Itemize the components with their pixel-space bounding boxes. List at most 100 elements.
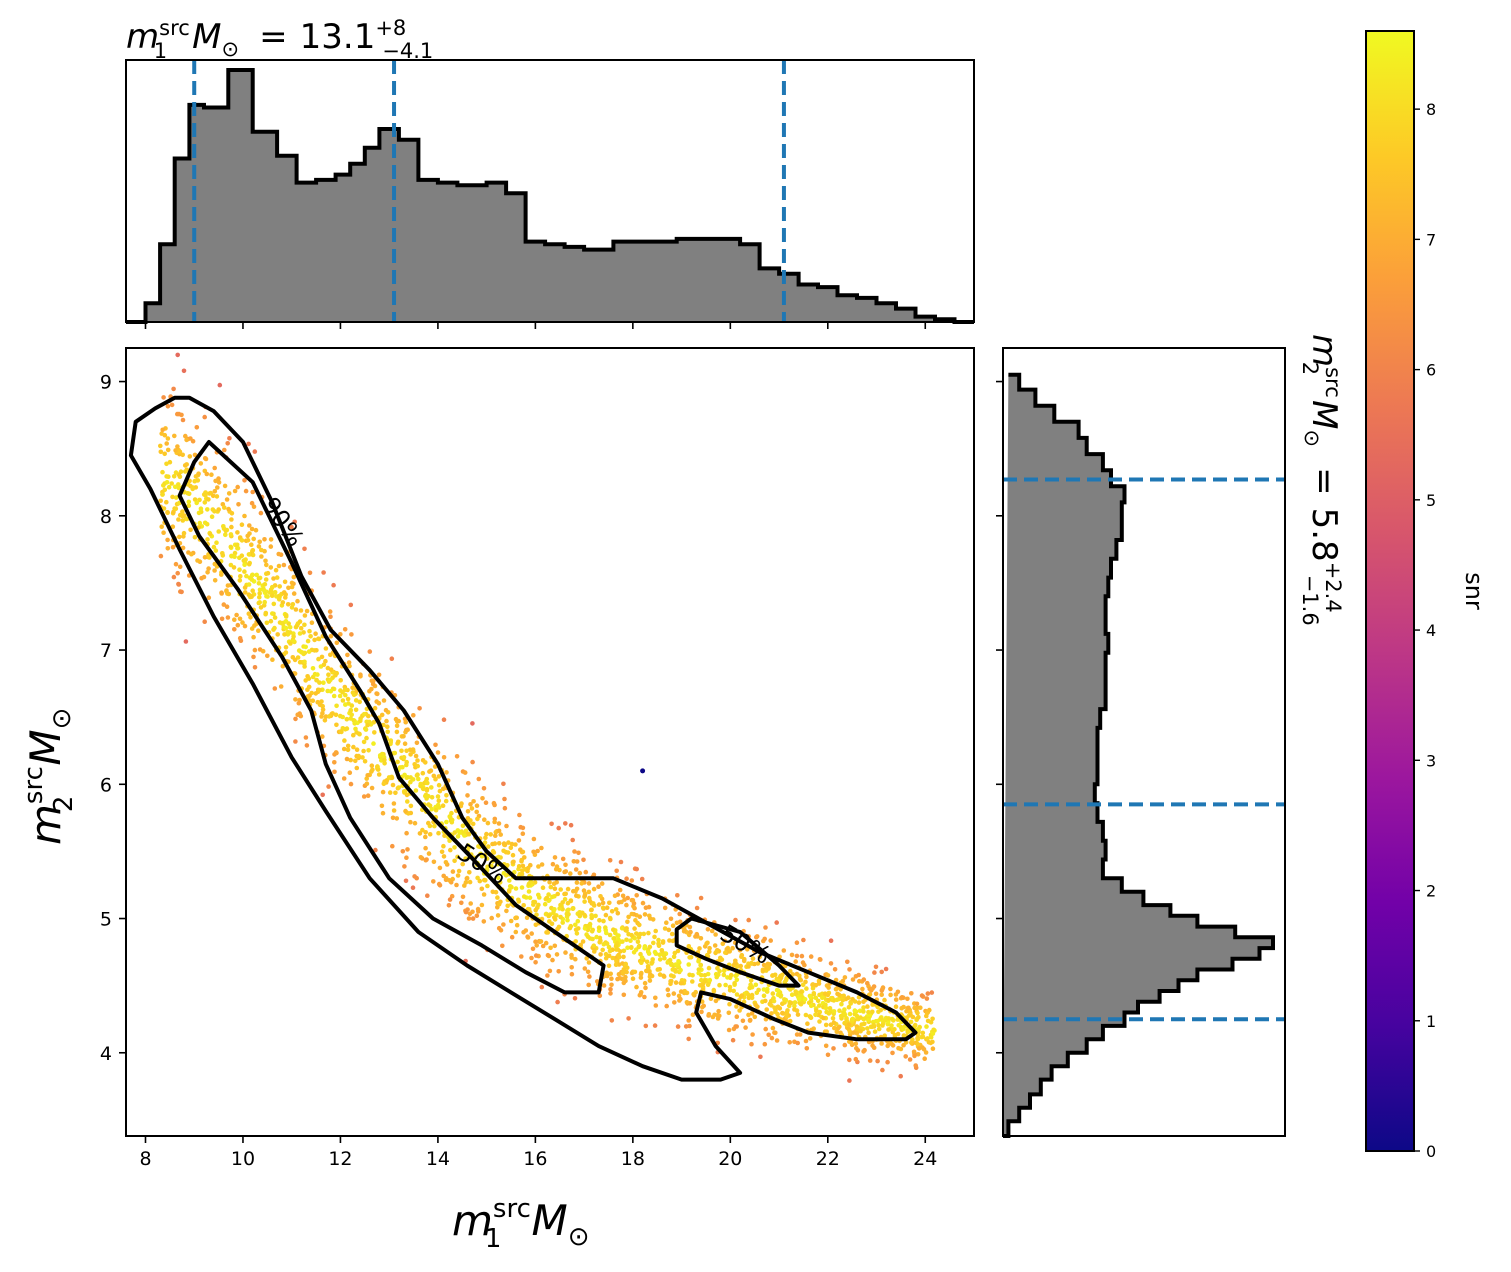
scatter-point (518, 824, 523, 830)
scatter-point (362, 759, 368, 764)
scatter-point (764, 989, 770, 994)
scatter-point (408, 803, 414, 809)
scatter-point (298, 608, 304, 613)
scatter-point (165, 537, 170, 543)
scatter-point (232, 627, 237, 632)
scatter-point (288, 641, 293, 646)
scatter-point (607, 858, 613, 863)
scatter-point (634, 893, 639, 898)
contour-50-line (177, 440, 606, 995)
scatter-point (873, 991, 879, 997)
scatter-point (248, 594, 253, 600)
scatter-point (180, 545, 186, 551)
scatter-point (343, 692, 348, 698)
scatter-point (250, 588, 255, 593)
scatter-point (351, 692, 357, 697)
scatter-point (257, 587, 263, 593)
scatter-point (441, 843, 446, 849)
scatter-point (497, 880, 503, 885)
scatter-point (269, 593, 275, 598)
scatter-point (347, 770, 353, 775)
scatter-point (767, 962, 773, 967)
top-histogram-step (126, 68, 974, 324)
scatter-point (498, 832, 504, 837)
right-histogram: msrc2M⊙=5.8+2.4−1.6 (996, 334, 1345, 1138)
scatter-point (183, 433, 188, 439)
scatter-point (576, 850, 581, 856)
scatter-point (833, 986, 839, 992)
scatter-point (412, 820, 418, 826)
scatter-point (789, 992, 795, 997)
scatter-point (326, 784, 331, 789)
scatter-point (372, 705, 378, 711)
scatter-point (615, 976, 620, 982)
scatter-point (170, 524, 176, 529)
scatter-point (390, 843, 395, 849)
scatter-point (734, 1024, 739, 1029)
scatter-point (274, 575, 280, 580)
scatter-point (653, 1003, 659, 1008)
scatter-point (188, 527, 193, 533)
scatter-point (824, 1009, 829, 1015)
scatter-point (800, 982, 806, 988)
scatter-point (219, 590, 224, 595)
scatter-point (860, 986, 865, 992)
scatter-point (834, 997, 840, 1003)
scatter-point (763, 925, 768, 930)
scatter-point (411, 713, 416, 718)
scatter-point (356, 753, 362, 759)
scatter-point (334, 703, 339, 709)
scatter-point (702, 973, 708, 978)
scatter-point (831, 1046, 836, 1051)
scatter-point (435, 750, 441, 755)
scatter-point (868, 988, 874, 993)
scatter-point (177, 564, 183, 570)
scatter-point (632, 969, 638, 975)
scatter-point (723, 982, 728, 988)
scatter-point (293, 624, 299, 630)
scatter-point (279, 621, 285, 626)
x-tick-label: 8 (139, 1148, 151, 1170)
scatter-point (256, 581, 262, 586)
scatter-point (402, 741, 408, 746)
scatter-point (319, 654, 325, 660)
scatter-point (873, 964, 879, 970)
scatter-point (673, 967, 678, 973)
scatter-point (435, 794, 441, 799)
scatter-point (160, 469, 165, 475)
scatter-point (436, 830, 441, 836)
scatter-point (847, 1057, 852, 1063)
scatter-point (264, 562, 269, 568)
scatter-point (621, 980, 627, 986)
scatter-point (805, 1021, 810, 1026)
scatter-point (271, 576, 276, 581)
scatter-point (534, 912, 539, 918)
scatter-point (424, 857, 429, 862)
scatter-point (642, 994, 647, 1000)
scatter-point (481, 892, 487, 897)
y-tick-label: 8 (100, 506, 112, 528)
scatter-point (268, 587, 274, 593)
scatter-point (625, 919, 630, 925)
scatter-point (345, 696, 351, 702)
scatter-point (423, 834, 428, 840)
scatter-point (551, 910, 556, 916)
scatter-point (757, 954, 762, 960)
scatter-point (616, 952, 621, 958)
scatter-point (225, 583, 231, 588)
scatter-point (262, 537, 267, 542)
scatter-point (358, 718, 363, 724)
scatter-point (180, 417, 186, 423)
scatter-point (539, 984, 545, 990)
scatter-point (467, 911, 473, 917)
scatter-point (774, 1038, 780, 1043)
scatter-point (509, 841, 515, 847)
scatter-point (342, 627, 348, 632)
scatter-point (246, 561, 252, 567)
scatter-point (847, 1011, 853, 1017)
scatter-point (544, 895, 550, 901)
scatter-point (608, 916, 613, 922)
y-tick-label: 6 (100, 774, 112, 796)
scatter-point (642, 980, 648, 986)
scatter-point (529, 955, 534, 961)
